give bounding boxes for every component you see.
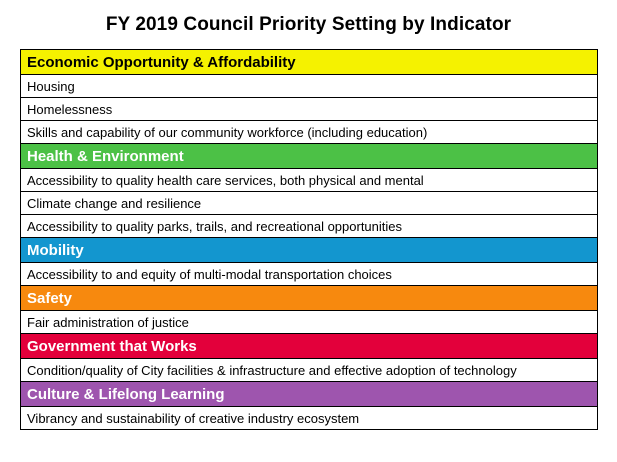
category-header: Safety: [21, 286, 597, 311]
indicator-row: Accessibility to and equity of multi-mod…: [21, 263, 597, 286]
indicator-row: Accessibility to quality parks, trails, …: [21, 215, 597, 238]
category-header: Health & Environment: [21, 144, 597, 169]
indicator-row: Accessibility to quality health care ser…: [21, 169, 597, 192]
indicator-row: Fair administration of justice: [21, 311, 597, 334]
indicator-row: Vibrancy and sustainability of creative …: [21, 407, 597, 430]
category-header: Economic Opportunity & Affordability: [21, 50, 597, 75]
indicator-row: Skills and capability of our community w…: [21, 121, 597, 144]
priority-table: Economic Opportunity & Affordability Hous…: [20, 49, 598, 430]
indicator-row: Climate change and resilience: [21, 192, 597, 215]
indicator-row: Condition/quality of City facilities & i…: [21, 359, 597, 382]
category-header: Culture & Lifelong Learning: [21, 382, 597, 407]
category-header: Government that Works: [21, 334, 597, 359]
category-header: Mobility: [21, 238, 597, 263]
indicator-row: Housing: [21, 75, 597, 98]
indicator-row: Homelessness: [21, 98, 597, 121]
page-title: FY 2019 Council Priority Setting by Indi…: [105, 14, 512, 35]
